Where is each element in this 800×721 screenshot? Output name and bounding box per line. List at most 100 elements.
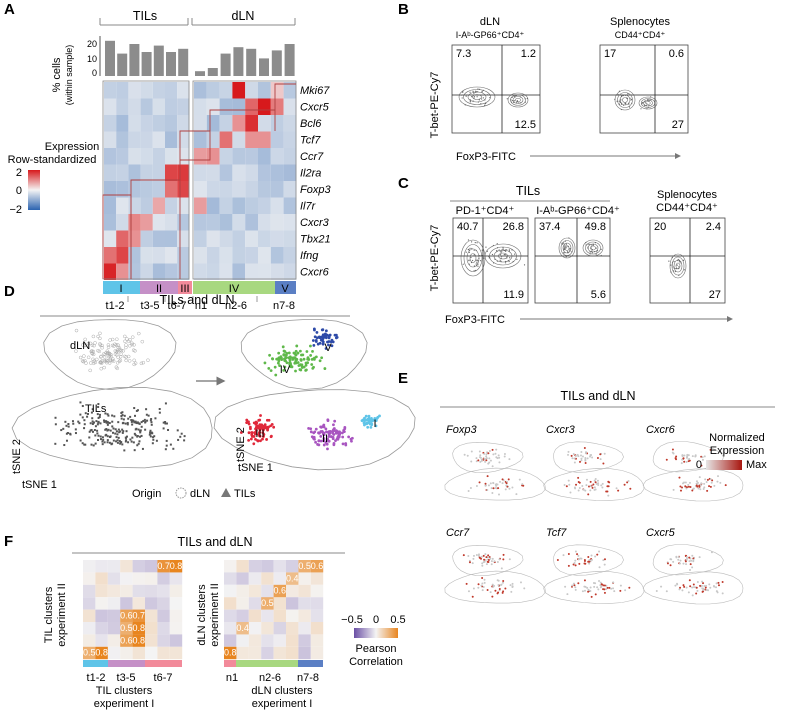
quadrant-value: 5.6 [591,289,606,301]
f-cell [224,609,237,622]
e-cell [519,581,522,584]
d-til-cell [116,439,119,442]
e-cell [702,582,705,585]
e-cell [478,556,481,559]
event-dot [480,103,482,105]
quadrant-value: 0.6 [669,48,684,60]
event-dot [585,242,587,244]
e-cell [493,560,496,563]
e-cell [695,480,698,483]
e-cell [691,554,694,557]
d-dln-cell [103,359,108,364]
a-heat-cell [104,164,117,181]
e-cell [497,487,500,490]
event-dot [668,260,670,262]
e-cell [628,586,631,589]
f-cell [120,572,133,585]
e-cell [478,481,481,484]
event-dot [473,97,475,99]
e-cell [495,456,498,459]
e-cell [677,556,680,559]
e-cell [578,486,581,489]
d-dln-cell [80,359,85,363]
event-dot [600,248,602,250]
event-dot [504,249,507,251]
d-cluster-3-cell [272,425,276,429]
a-heat-cell [152,164,165,181]
e-cell [569,491,572,494]
e-dln-region [553,544,624,576]
event-dot [646,103,648,105]
a-heat-cell [116,181,129,198]
e-cell [687,458,690,461]
d-cluster-2-cell [333,419,337,423]
f-cell-value: 0.8 [133,623,146,633]
e-cell [701,580,704,583]
d-cluster-4-cell [302,357,306,361]
a-heat-cell [206,197,220,214]
event-dot [477,101,479,103]
d-cluster-4-cell [318,359,322,363]
a-heat-cell [206,115,220,132]
e-cell [695,592,698,595]
f-cell-value: 0.6 [311,561,324,571]
e-cell [682,584,685,587]
e-cell [486,489,489,492]
d-til-cell [90,443,93,446]
a-heat-cell [165,148,178,165]
e-cell [594,593,597,596]
a-heat-cell [270,197,284,214]
e-cell [582,488,585,491]
event-dot [496,243,498,245]
f-cell [286,560,299,573]
d-til-cell [132,441,135,444]
event-dot [482,255,484,257]
a-heat-cell [140,148,153,165]
e-cell [498,461,501,464]
a-heat-cell [270,214,284,231]
event-dot [596,251,598,253]
d-cluster-4-cell [274,373,278,377]
event-dot [473,96,476,98]
e-cell [480,459,483,462]
d-cluster-3-cell [239,431,243,434]
f-cell [224,572,237,585]
d-cluster-1-cell [365,422,369,426]
d-dln-cell [74,349,78,353]
d-cluster-3-cell [265,438,268,441]
e-cell [602,462,605,465]
e-cell [574,487,577,490]
event-dot [515,94,517,97]
f-cell [310,609,324,622]
e-cell [487,452,490,455]
e-cell [482,554,485,557]
f-til-cluster-bar [145,660,182,667]
d-dln-region-clustered [240,319,368,390]
event-dot [481,91,483,93]
event-dot [670,271,672,273]
d-cluster-3-cell [269,435,273,439]
e-cell [603,584,606,587]
e-cell [709,586,712,589]
c-plot1-title: PD-1⁺CD4⁺ [456,205,515,217]
d-til-cell [103,441,106,444]
a-heat-cell [206,148,220,165]
d-cluster-2-cell [328,431,332,435]
d-til-cell [145,408,148,411]
d-til-cell [106,421,109,424]
d-dln-cell [141,360,146,365]
d-cluster-3-cell [258,418,262,422]
d-cluster-label: IV [280,364,291,376]
event-dot [472,100,474,102]
event-dot [629,97,631,99]
event-dot [476,91,478,93]
e-cell [594,477,597,480]
d-til-cell [72,422,75,425]
d-til-cell [153,435,156,438]
e-cell [605,490,608,493]
d-til-cell [169,443,172,446]
e-cell [603,563,606,566]
d-dln-cell [118,354,123,359]
e-gene-title: Foxp3 [446,424,477,436]
d-til-cell [107,414,110,417]
